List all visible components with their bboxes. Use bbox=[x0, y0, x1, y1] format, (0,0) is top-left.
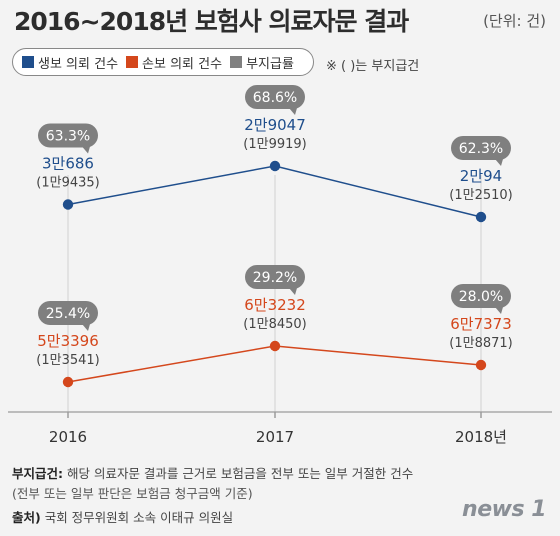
legend-label-nonlife: 손보 의뢰 건수 bbox=[142, 56, 223, 72]
source-line: 출처) 국회 정무위원회 소속 이태규 의원실 bbox=[12, 507, 233, 526]
legend-swatch-nonlife bbox=[126, 56, 139, 68]
legend-label-rate: 부지급률 bbox=[246, 56, 294, 72]
legend-item-rate: 부지급률 bbox=[230, 53, 294, 72]
source-text: 국회 정무위원회 소속 이태규 의원실 bbox=[40, 510, 234, 525]
rate-badge-0-2: 62.3% bbox=[459, 141, 503, 157]
source-label: 출처) bbox=[12, 510, 41, 525]
x-tick-label-2: 2018년 bbox=[455, 428, 507, 446]
rate-badge-1-0-tail bbox=[82, 324, 90, 331]
footer-subnote: (전부 또는 일부 판단은 보험금 청구금액 기준) bbox=[12, 486, 253, 501]
rate-badge-1-2-bg bbox=[451, 284, 511, 308]
value-label-0-1: 2만9047 bbox=[244, 116, 306, 134]
value-label-0-0: 3만686 bbox=[42, 155, 94, 173]
denied-label-0-0: (1만9435) bbox=[36, 176, 99, 191]
news1-logo: news 1 bbox=[462, 497, 546, 522]
legend-item-life: 생보 의뢰 건수 bbox=[22, 53, 118, 72]
data-point-1-0 bbox=[62, 376, 74, 388]
unit-label: (단위: 건) bbox=[483, 12, 546, 30]
rate-badge-1-0: 25.4% bbox=[46, 306, 90, 322]
rate-badge-0-0-bg bbox=[38, 123, 98, 148]
value-label-1-0: 5만3396 bbox=[37, 332, 99, 350]
rate-badge-1-2: 28.0% bbox=[459, 289, 503, 305]
data-point-0-1 bbox=[269, 160, 281, 172]
rate-badge-1-2-tail bbox=[495, 307, 503, 314]
line-chart: 2016 2017 2018년 63.3% 3만686 (1만9435) 68.6% 2만90… bbox=[8, 85, 552, 446]
rate-badge-0-1-tail bbox=[289, 108, 297, 115]
legend-item-nonlife: 손보 의뢰 건수 bbox=[126, 53, 222, 72]
denied-label-0-2: (1만2510) bbox=[449, 188, 512, 203]
legend: 생보 의뢰 건수 손보 의뢰 건수 부지급률 bbox=[12, 48, 314, 76]
denied-label-1-0: (1만3541) bbox=[36, 353, 99, 368]
footer-text: 해당 의료자문 결과를 근거로 보험금을 전부 또는 일부 거절한 건수 bbox=[63, 466, 414, 481]
rate-badge-1-1: 29.2% bbox=[253, 270, 297, 286]
rate-badge-1-0-bg bbox=[38, 301, 98, 325]
denied-note: ※ ( )는 부지급건 bbox=[326, 59, 420, 74]
denied-label-1-2: (1만8871) bbox=[449, 336, 512, 351]
rate-badge-0-1-bg bbox=[245, 85, 305, 109]
value-label-1-2: 6만7373 bbox=[450, 315, 512, 333]
rate-badge-0-0: 63.3% bbox=[46, 129, 90, 145]
rate-badge-1-1-bg bbox=[245, 265, 305, 289]
data-point-0-0 bbox=[62, 199, 74, 210]
denied-label-0-1: (1만9919) bbox=[243, 137, 306, 152]
x-tick-label-1: 2017 bbox=[256, 428, 294, 446]
value-label-1-1: 6만3232 bbox=[244, 296, 306, 314]
data-point-1-2 bbox=[475, 359, 487, 371]
rate-badge-0-2-tail bbox=[495, 159, 503, 166]
legend-swatch-rate bbox=[230, 56, 243, 68]
rate-badge-0-0-tail bbox=[82, 146, 90, 154]
x-tick-label-0: 2016 bbox=[49, 428, 87, 446]
footer-definition: 부지급건: 해당 의료자문 결과를 근거로 보험금을 전부 또는 일부 거절한 … bbox=[12, 463, 413, 482]
rate-badge-0-1: 68.6% bbox=[253, 90, 297, 106]
data-point-1-1 bbox=[269, 340, 281, 352]
value-label-0-2: 2만94 bbox=[460, 167, 502, 185]
denied-label-1-1: (1만8450) bbox=[243, 317, 306, 332]
legend-swatch-life bbox=[22, 56, 34, 68]
data-point-0-2 bbox=[475, 211, 487, 223]
legend-label-life: 생보 의뢰 건수 bbox=[38, 56, 119, 72]
rate-badge-0-2-bg bbox=[451, 136, 511, 160]
rate-badge-1-1-tail bbox=[289, 288, 297, 295]
chart-title: 2016~2018년 보험사 의료자문 결과 bbox=[14, 7, 409, 36]
footer-label: 부지급건: bbox=[12, 466, 63, 481]
